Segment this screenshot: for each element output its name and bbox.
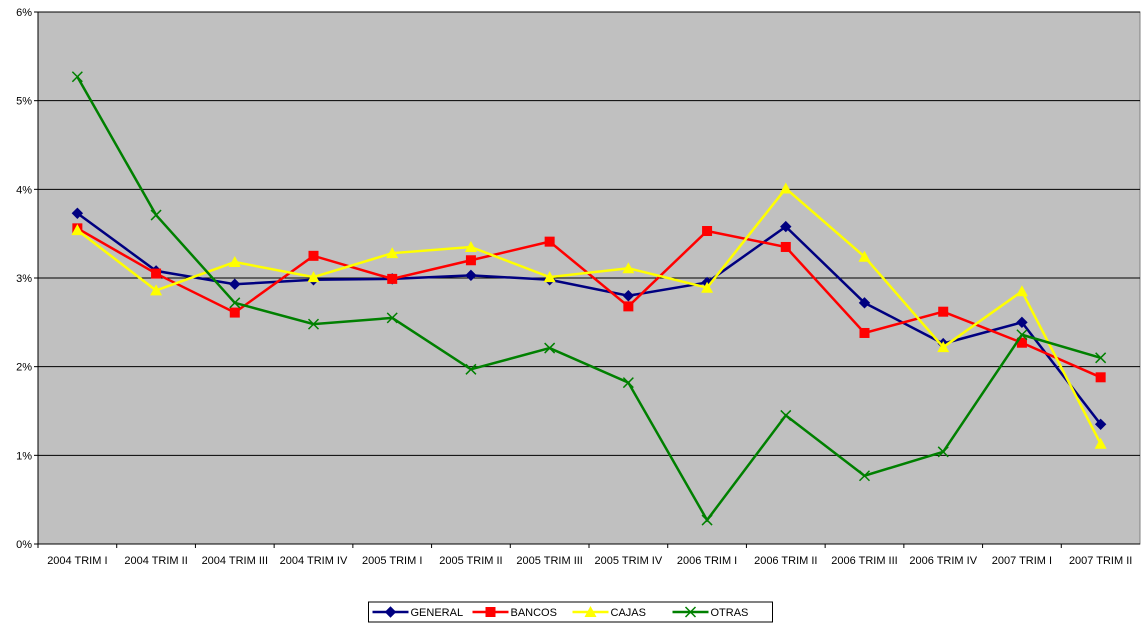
marker [71, 207, 84, 219]
y-tick-label: 4% [16, 184, 32, 196]
x-tick-label: 2005 TRIM III [516, 555, 582, 567]
marker [228, 256, 241, 268]
marker [622, 377, 634, 389]
marker [229, 278, 241, 290]
legend-label: BANCOS [511, 607, 557, 619]
x-tick-label: 2006 TRIM IV [909, 555, 977, 567]
x-tick-label: 2004 TRIM IV [280, 555, 348, 567]
marker [229, 307, 240, 318]
marker [229, 297, 241, 309]
marker [543, 271, 556, 283]
marker [465, 255, 476, 266]
marker [1015, 285, 1028, 297]
marker [938, 306, 949, 317]
marker [622, 290, 635, 302]
x-tick-label: 2005 TRIM IV [595, 555, 663, 567]
marker [623, 301, 634, 312]
marker [780, 409, 792, 421]
marker [1094, 418, 1107, 431]
marker [71, 224, 84, 236]
x-tick-label: 2007 TRIM I [992, 555, 1052, 567]
marker [307, 318, 320, 330]
marker [544, 342, 556, 354]
marker [858, 297, 871, 309]
marker [780, 220, 792, 233]
marker [387, 273, 398, 284]
x-tick-label: 2006 TRIM II [754, 555, 817, 567]
marker [622, 262, 635, 274]
x-tick-label: 2006 TRIM I [677, 555, 737, 567]
x-tick-label: 2004 TRIM I [47, 555, 107, 567]
marker [1095, 352, 1107, 364]
marker [544, 236, 555, 247]
marker [485, 607, 496, 617]
marker [684, 606, 697, 618]
legend-label: OTRAS [711, 607, 749, 619]
marker [307, 271, 320, 283]
marker [701, 281, 714, 293]
x-tick-label: 2004 TRIM II [124, 555, 187, 567]
x-tick-label: 2004 TRIM III [202, 555, 268, 567]
marker [937, 341, 950, 353]
marker [584, 606, 597, 617]
y-tick-label: 5% [16, 96, 32, 108]
marker [151, 268, 162, 279]
marker [71, 71, 83, 83]
marker [1094, 437, 1107, 449]
marker [1016, 329, 1028, 341]
legend-label: CAJAS [611, 607, 646, 619]
series-line [76, 186, 1102, 445]
marker [384, 606, 397, 618]
x-tick-label: 2005 TRIM I [362, 555, 422, 567]
marker [779, 182, 792, 194]
y-tick-label: 1% [16, 450, 32, 462]
marker [858, 250, 871, 262]
x-tick-label: 2005 TRIM II [439, 555, 502, 567]
marker [859, 327, 870, 338]
marker [386, 312, 398, 324]
marker [386, 247, 399, 259]
marker [1095, 372, 1106, 383]
y-tick-label: 0% [16, 539, 32, 551]
marker [937, 446, 949, 458]
marker [702, 226, 713, 237]
y-tick-label: 2% [16, 362, 32, 374]
x-tick-label: 2007 TRIM II [1069, 555, 1132, 567]
legend-box [368, 601, 773, 623]
marker [150, 284, 163, 296]
marker [308, 250, 319, 261]
x-tick-label: 2006 TRIM III [831, 555, 897, 567]
marker [1016, 316, 1028, 329]
marker [150, 209, 162, 221]
marker [780, 241, 791, 252]
marker [465, 363, 477, 375]
series-line [76, 227, 1102, 379]
y-tick-label: 6% [16, 7, 32, 19]
y-tick-label: 3% [16, 273, 32, 285]
marker [1016, 337, 1027, 348]
legend-label: GENERAL [411, 607, 464, 619]
series-line [76, 212, 1102, 426]
marker [465, 269, 477, 282]
marker [464, 240, 477, 252]
marker [701, 514, 713, 526]
marker [858, 470, 871, 482]
series-line [76, 76, 1101, 523]
